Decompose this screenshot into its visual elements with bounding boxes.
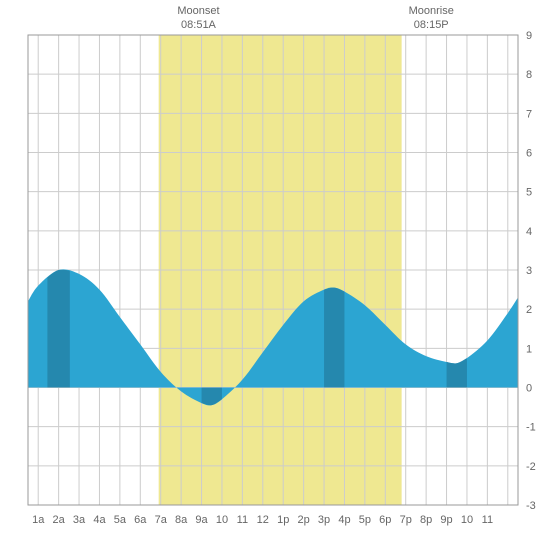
- x-tick-label: 7a: [155, 514, 168, 526]
- tide-chart: -3-2-101234567891a2a3a4a5a6a7a8a9a101112…: [0, 0, 550, 550]
- tide-brace: [324, 288, 344, 388]
- x-tick-label: 8p: [420, 514, 432, 526]
- y-tick-label: 6: [526, 148, 532, 160]
- x-tick-label: 4a: [93, 514, 106, 526]
- moonrise-label: Moonrise: [409, 5, 454, 17]
- y-tick-label: 2: [526, 304, 532, 316]
- y-tick-label: -3: [526, 500, 536, 512]
- y-tick-label: -2: [526, 461, 536, 473]
- x-tick-label: 10: [461, 514, 473, 526]
- chart-svg: -3-2-101234567891a2a3a4a5a6a7a8a9a101112…: [0, 0, 550, 550]
- moonset-label: Moonset: [177, 5, 219, 17]
- x-tick-label: 6p: [379, 514, 391, 526]
- x-tick-label: 9p: [440, 514, 452, 526]
- y-tick-label: 4: [526, 226, 532, 238]
- moonrise-time: 08:15P: [414, 19, 449, 31]
- y-tick-label: 5: [526, 187, 532, 199]
- x-tick-label: 11: [482, 514, 493, 526]
- x-tick-label: 11: [237, 514, 248, 526]
- moonset-time: 08:51A: [181, 19, 217, 31]
- x-tick-label: 4p: [338, 514, 350, 526]
- y-tick-label: 3: [526, 265, 532, 277]
- x-tick-label: 2a: [53, 514, 66, 526]
- y-tick-label: 0: [526, 383, 532, 395]
- x-tick-label: 6a: [134, 514, 147, 526]
- y-tick-label: 7: [526, 108, 532, 120]
- x-tick-label: 2p: [298, 514, 310, 526]
- x-tick-label: 12: [257, 514, 269, 526]
- y-tick-label: 8: [526, 69, 532, 81]
- x-tick-label: 1a: [32, 514, 45, 526]
- x-tick-label: 8a: [175, 514, 188, 526]
- x-tick-label: 5a: [114, 514, 127, 526]
- x-tick-label: 3a: [73, 514, 86, 526]
- x-tick-label: 1p: [277, 514, 289, 526]
- y-tick-label: 9: [526, 30, 532, 42]
- y-tick-label: -1: [526, 422, 536, 434]
- x-tick-label: 3p: [318, 514, 330, 526]
- x-tick-label: 10: [216, 514, 228, 526]
- x-tick-label: 5p: [359, 514, 371, 526]
- x-tick-label: 7p: [400, 514, 412, 526]
- y-tick-label: 1: [526, 343, 532, 355]
- x-tick-label: 9a: [195, 514, 208, 526]
